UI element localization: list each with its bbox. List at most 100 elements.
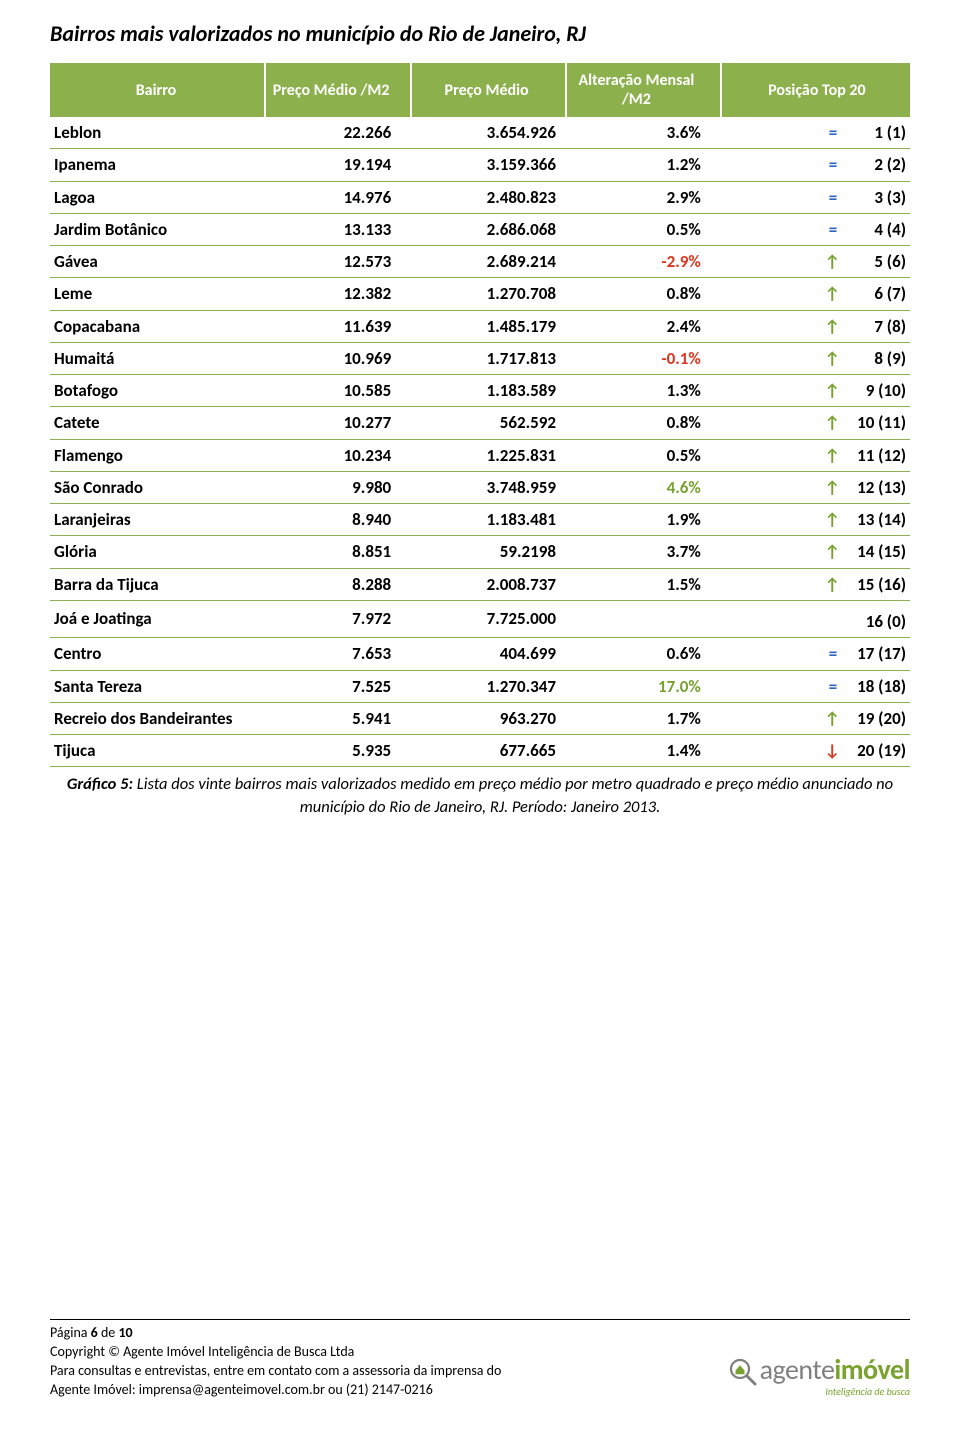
cell-posicao: =3 (3) (721, 181, 910, 213)
cell-bairro: Tijuca (50, 735, 265, 767)
arrow-up-icon: ↑ (825, 708, 840, 729)
table-row: Tijuca5.935677.6651.4%↓20 (19) (50, 735, 910, 767)
table-row: Leblon22.2663.654.9263.6%=1 (1) (50, 117, 910, 149)
caption-label: Gráfico 5: (67, 774, 133, 794)
logo-text: agenteimóvel (728, 1356, 910, 1387)
cell-posicao: =18 (18) (721, 670, 910, 702)
cell-preco-m2: 19.194 (265, 149, 411, 181)
arrow-up-icon: ↑ (825, 574, 840, 595)
pos-text: 10 (11) (844, 412, 906, 433)
table-row: Humaitá10.9691.717.813-0.1%↑8 (9) (50, 342, 910, 374)
table-row: Leme12.3821.270.7080.8%↑6 (7) (50, 278, 910, 310)
cell-preco-m2: 12.382 (265, 278, 411, 310)
pos-text: 8 (9) (844, 348, 906, 369)
cell-posicao: ↑8 (9) (721, 342, 910, 374)
arrow-up-icon: ↑ (825, 316, 840, 337)
page-footer: Página 6 de 10 Copyright © Agente Imóvel… (50, 1319, 910, 1400)
cell-posicao: ↓20 (19) (721, 735, 910, 767)
cell-preco-m2: 10.234 (265, 439, 411, 471)
table-row: Santa Tereza7.5251.270.34717.0%=18 (18) (50, 670, 910, 702)
cell-preco-medio: 59.2198 (411, 536, 566, 568)
pos-text: 1 (1) (844, 122, 906, 143)
cell-posicao: ↑6 (7) (721, 278, 910, 310)
footer-divider (50, 1319, 910, 1320)
cell-posicao: ↑19 (20) (721, 702, 910, 734)
page-title: Bairros mais valorizados no município do… (50, 20, 910, 47)
cell-alteracao: 1.9% (566, 504, 721, 536)
table-row: Botafogo10.5851.183.5891.3%↑9 (10) (50, 375, 910, 407)
table-row: Barra da Tijuca8.2882.008.7371.5%↑15 (16… (50, 568, 910, 600)
cell-bairro: Humaitá (50, 342, 265, 374)
cell-bairro: Copacabana (50, 310, 265, 342)
table-row: Lagoa14.9762.480.8232.9%=3 (3) (50, 181, 910, 213)
cell-preco-medio: 3.748.959 (411, 471, 566, 503)
equals-icon: = (826, 187, 840, 208)
table-row: Centro7.653404.6990.6%=17 (17) (50, 638, 910, 670)
table-row: Ipanema19.1943.159.3661.2%=2 (2) (50, 149, 910, 181)
cell-bairro: Botafogo (50, 375, 265, 407)
cell-bairro: Barra da Tijuca (50, 568, 265, 600)
house-magnifier-icon (728, 1357, 758, 1387)
cell-posicao: ↑15 (16) (721, 568, 910, 600)
cell-alteracao: 1.4% (566, 735, 721, 767)
table-row: São Conrado9.9803.748.9594.6%↑12 (13) (50, 471, 910, 503)
cell-preco-medio: 1.183.481 (411, 504, 566, 536)
cell-alteracao: 1.3% (566, 375, 721, 407)
cell-posicao: ↑13 (14) (721, 504, 910, 536)
cell-bairro: Leblon (50, 117, 265, 149)
cell-preco-medio: 2.689.214 (411, 246, 566, 278)
cell-preco-medio: 2.686.068 (411, 213, 566, 245)
arrow-up-icon: ↑ (825, 445, 840, 466)
cell-preco-medio: 1.485.179 (411, 310, 566, 342)
cell-preco-m2: 7.653 (265, 638, 411, 670)
table-header-row: Bairro Preço Médio /M2 Preço Médio Alter… (50, 63, 910, 117)
cell-preco-medio: 3.654.926 (411, 117, 566, 149)
arrow-down-icon: ↓ (825, 740, 840, 761)
cell-bairro: Centro (50, 638, 265, 670)
cell-alteracao: 2.9% (566, 181, 721, 213)
cell-preco-medio: 1.270.347 (411, 670, 566, 702)
cell-bairro: São Conrado (50, 471, 265, 503)
cell-preco-m2: 9.980 (265, 471, 411, 503)
cell-bairro: Joá e Joatinga (50, 600, 265, 638)
cell-alteracao: 1.7% (566, 702, 721, 734)
cell-preco-m2: 8.940 (265, 504, 411, 536)
cell-bairro: Leme (50, 278, 265, 310)
footer-page-of: de (98, 1324, 119, 1341)
cell-preco-m2: 8.288 (265, 568, 411, 600)
cell-alteracao: 0.8% (566, 407, 721, 439)
cell-preco-medio: 963.270 (411, 702, 566, 734)
cell-preco-m2: 10.585 (265, 375, 411, 407)
cell-posicao: 16 (0) (721, 600, 910, 638)
table-row: Copacabana11.6391.485.1792.4%↑7 (8) (50, 310, 910, 342)
cell-bairro: Glória (50, 536, 265, 568)
cell-preco-m2: 13.133 (265, 213, 411, 245)
cell-preco-medio: 7.725.000 (411, 600, 566, 638)
cell-alteracao: -0.1% (566, 342, 721, 374)
cell-posicao: =1 (1) (721, 117, 910, 149)
cell-posicao: ↑5 (6) (721, 246, 910, 278)
cell-preco-m2: 12.573 (265, 246, 411, 278)
cell-bairro: Lagoa (50, 181, 265, 213)
cell-preco-m2: 10.969 (265, 342, 411, 374)
cell-preco-medio: 1.717.813 (411, 342, 566, 374)
table-caption: Gráfico 5: Lista dos vinte bairros mais … (50, 773, 910, 818)
cell-preco-m2: 10.277 (265, 407, 411, 439)
equals-icon: = (826, 122, 840, 143)
pos-text: 2 (2) (844, 154, 906, 175)
col-header-m2: Preço Médio /M2 (265, 63, 411, 117)
footer-logo: agenteimóvel Inteligência de busca (728, 1356, 910, 1398)
pos-text: 5 (6) (844, 251, 906, 272)
footer-page-total: 10 (118, 1324, 132, 1341)
cell-alteracao: 0.5% (566, 213, 721, 245)
footer-page-num: 6 (91, 1324, 98, 1341)
pos-text: 18 (18) (844, 676, 906, 697)
footer-page-info: Página 6 de 10 (50, 1324, 910, 1343)
col-header-bairro: Bairro (50, 63, 265, 117)
cell-posicao: ↑9 (10) (721, 375, 910, 407)
pos-text: 6 (7) (844, 283, 906, 304)
cell-preco-m2: 7.525 (265, 670, 411, 702)
arrow-up-icon: ↑ (825, 283, 840, 304)
logo-part1: agente (760, 1352, 835, 1387)
table-row: Joá e Joatinga7.9727.725.00016 (0) (50, 600, 910, 638)
